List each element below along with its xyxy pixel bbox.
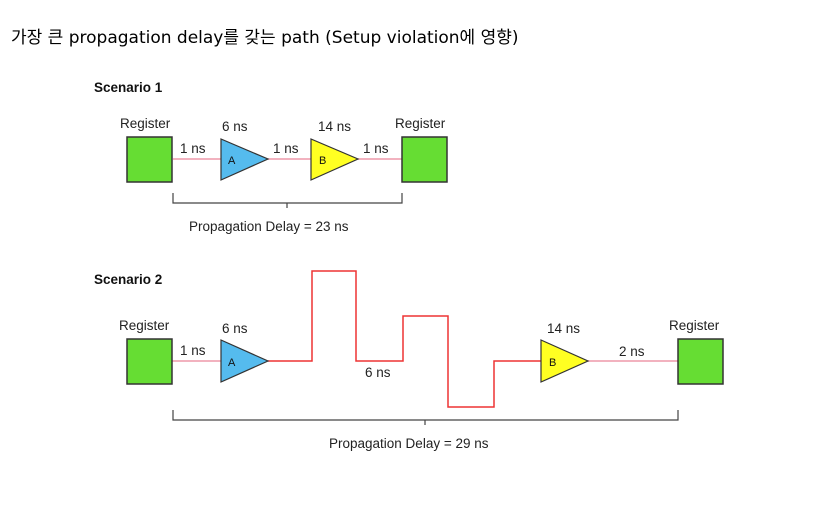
s1-gate-a-delay: 6 ns	[222, 119, 248, 134]
page-heading: 가장 큰 propagation delay를 갖는 path (Setup v…	[11, 28, 519, 48]
s2-register-right	[677, 338, 724, 385]
s2-long-wire-delay: 6 ns	[365, 365, 391, 380]
scenario-2-title: Scenario 2	[94, 272, 162, 287]
s2-total-delay: Propagation Delay = 29 ns	[329, 436, 489, 451]
s1-register-left-label: Register	[120, 116, 171, 131]
s1-gate-b	[310, 138, 360, 181]
s1-wire-3-delay: 1 ns	[363, 141, 389, 156]
s2-long-wire	[268, 270, 541, 408]
s2-delay-bracket	[172, 410, 679, 425]
s2-wire-3-delay: 2 ns	[619, 344, 645, 359]
s1-wire-2-delay: 1 ns	[273, 141, 299, 156]
s2-wire-1-delay: 1 ns	[180, 343, 206, 358]
s2-gate-b	[540, 339, 590, 383]
s1-gate-a-label: A	[228, 155, 236, 167]
s1-gate-b-label: B	[319, 155, 326, 167]
scenario-1-title: Scenario 1	[94, 80, 163, 95]
s1-register-left	[126, 136, 173, 183]
scenario-1: Scenario 1 Register Register A B 6 ns 14…	[94, 80, 448, 234]
s2-gate-a-label: A	[228, 357, 236, 369]
s2-register-left-label: Register	[119, 318, 170, 333]
s2-gate-a-delay: 6 ns	[222, 321, 248, 336]
s1-wire-1-delay: 1 ns	[180, 141, 206, 156]
s2-gate-b-label: B	[549, 357, 556, 369]
s2-register-left	[126, 338, 173, 385]
scenario-2: Scenario 2 Register Register A B 6 ns 14…	[94, 270, 724, 451]
s2-register-right-label: Register	[669, 318, 720, 333]
s2-gate-b-delay: 14 ns	[547, 321, 580, 336]
s1-total-delay: Propagation Delay = 23 ns	[189, 219, 349, 234]
s1-gate-b-delay: 14 ns	[318, 119, 351, 134]
s1-register-right-label: Register	[395, 116, 446, 131]
s1-gate-a	[220, 138, 270, 181]
s2-gate-a	[220, 339, 270, 383]
s1-register-right	[401, 136, 448, 183]
s1-delay-bracket	[172, 193, 403, 208]
